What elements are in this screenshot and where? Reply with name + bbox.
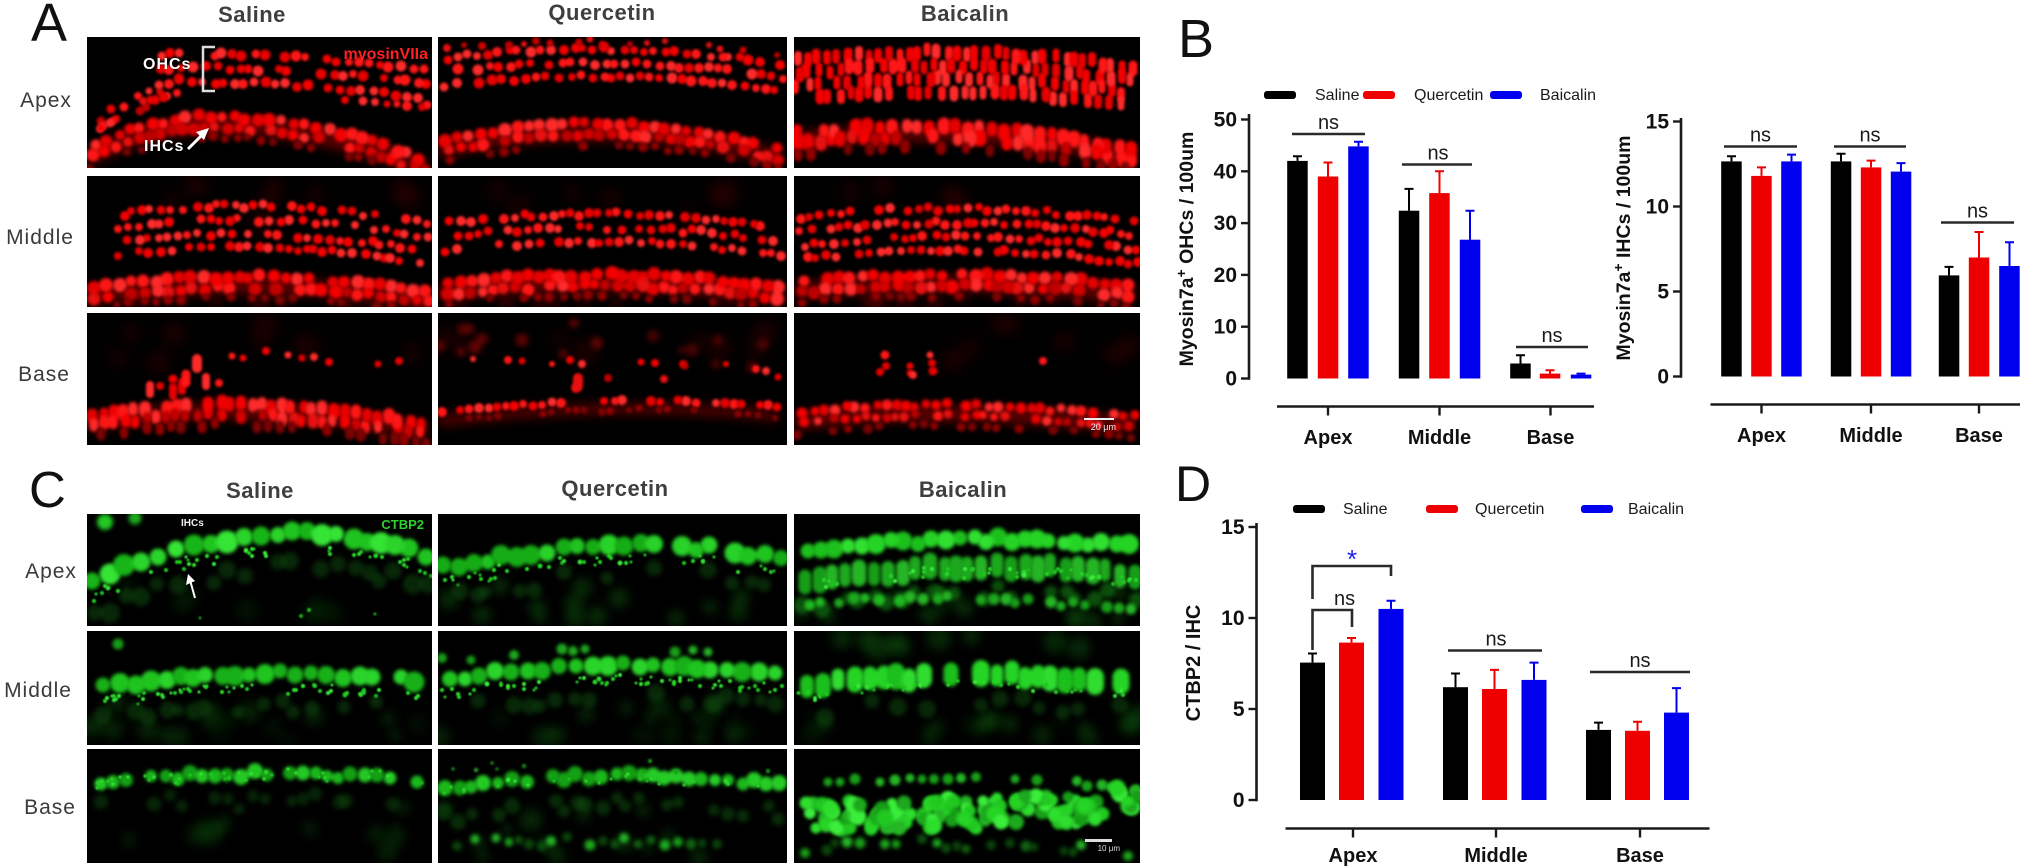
svg-text:ns: ns [1629, 650, 1650, 672]
svg-text:ns: ns [1334, 588, 1355, 610]
svg-text:ns: ns [1859, 125, 1880, 147]
svg-text:Saline: Saline [1315, 87, 1360, 104]
svg-text:Baicalin: Baicalin [1540, 87, 1596, 104]
svg-text:ns: ns [1427, 143, 1448, 165]
svg-text:5: 5 [1657, 281, 1669, 304]
svg-text:15: 15 [1221, 516, 1245, 539]
svg-text:ns: ns [1967, 201, 1988, 223]
svg-text:ns: ns [1541, 325, 1562, 347]
svg-text:Quercetin: Quercetin [1414, 87, 1483, 104]
svg-text:15: 15 [1646, 111, 1670, 134]
svg-text:Apex: Apex [1737, 425, 1786, 447]
svg-text:40: 40 [1214, 160, 1237, 183]
svg-text:Myosin7a+ OHCs / 100um: Myosin7a+ OHCs / 100um [1173, 132, 1198, 367]
svg-text:10: 10 [1646, 196, 1669, 219]
svg-text:Myosin7a+ IHCs / 100um: Myosin7a+ IHCs / 100um [1610, 136, 1635, 361]
svg-text:0: 0 [1657, 366, 1669, 389]
svg-text:Middle: Middle [1408, 427, 1471, 449]
svg-text:30: 30 [1214, 212, 1237, 235]
svg-text:10: 10 [1214, 316, 1237, 339]
svg-text:Base: Base [1616, 845, 1664, 867]
svg-text:Middle: Middle [1464, 845, 1527, 867]
svg-text:10: 10 [1221, 607, 1244, 630]
svg-text:Base: Base [1955, 425, 2003, 447]
svg-text:Quercetin: Quercetin [1475, 501, 1544, 518]
svg-text:Saline: Saline [1343, 501, 1388, 518]
svg-text:5: 5 [1233, 698, 1245, 721]
svg-text:*: * [1347, 544, 1357, 574]
svg-text:CTBP2 / IHC: CTBP2 / IHC [1183, 605, 1205, 722]
svg-text:Base: Base [1527, 427, 1575, 449]
svg-text:Middle: Middle [1839, 425, 1902, 447]
svg-text:0: 0 [1233, 789, 1245, 812]
svg-text:0: 0 [1225, 368, 1237, 391]
svg-text:Apex: Apex [1329, 845, 1378, 867]
svg-text:ns: ns [1750, 125, 1771, 147]
svg-text:50: 50 [1214, 109, 1237, 132]
svg-text:20: 20 [1214, 264, 1237, 287]
svg-text:Baicalin: Baicalin [1628, 501, 1684, 518]
svg-text:Apex: Apex [1304, 427, 1353, 449]
svg-text:ns: ns [1318, 112, 1339, 134]
svg-text:ns: ns [1485, 629, 1506, 651]
